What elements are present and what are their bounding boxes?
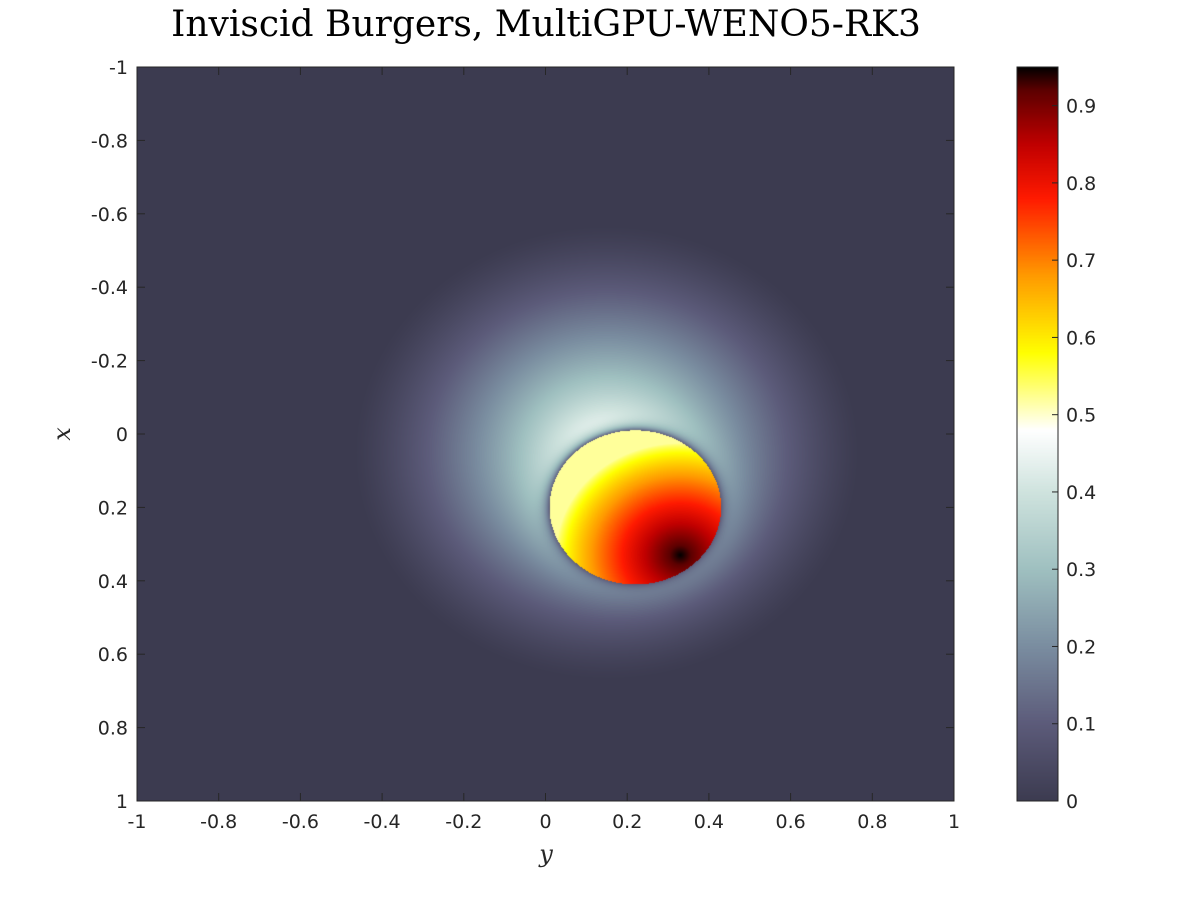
colorbar-tick-label: 0.4 <box>1066 482 1096 504</box>
y-tick-label: 0.8 <box>98 718 128 740</box>
x-tick-label: -0.2 <box>445 811 482 833</box>
x-tick-label: 0.4 <box>694 811 724 833</box>
colorbar-tick-label: 0.9 <box>1066 96 1096 118</box>
x-tick-label: 0.6 <box>775 811 805 833</box>
y-tick-label: -1 <box>109 57 128 79</box>
colorbar-tick-label: 0.6 <box>1066 327 1096 349</box>
colorbar-gradient <box>1017 67 1058 801</box>
x-axis-label: y <box>538 840 553 868</box>
y-tick-label: 0.6 <box>98 644 128 666</box>
y-tick-label: 0 <box>116 424 128 446</box>
colorbar-tick-label: 0.1 <box>1066 714 1096 736</box>
chart-title: Inviscid Burgers, MultiGPU-WENO5-RK3 <box>171 4 921 45</box>
x-tick-label: -1 <box>128 811 147 833</box>
y-tick-label: 1 <box>116 791 128 813</box>
x-tick-label: 0 <box>539 811 551 833</box>
x-tick-label: -0.4 <box>364 811 401 833</box>
x-tick-label: 1 <box>948 811 960 833</box>
colorbar-ticks: 0 0.1 0.2 0.3 0.4 0.5 0.6 0.7 0.8 0.9 <box>1052 96 1096 813</box>
y-axis-label: x <box>48 427 76 441</box>
y-tick-label: 0.4 <box>98 571 128 593</box>
colorbar-frame <box>1016 66 1059 802</box>
x-tick-label: -0.8 <box>200 811 237 833</box>
colorbar-tick-label: 0.8 <box>1066 173 1096 195</box>
y-tick-label: -0.8 <box>91 130 128 152</box>
colorbar-tick-label: 0 <box>1066 791 1078 813</box>
y-tick-label: -0.2 <box>91 351 128 373</box>
y-axis-ticks: -1 -0.8 -0.6 -0.4 -0.2 0 0.2 0.4 0.6 0.8 1 <box>91 57 954 813</box>
y-tick-label: -0.4 <box>91 277 128 299</box>
x-axis-ticks: -1 -0.8 -0.6 -0.4 -0.2 0 0.2 0.4 0.6 0.8 1 <box>128 67 960 833</box>
x-tick-label: 0.8 <box>857 811 887 833</box>
plot-frame <box>136 66 955 802</box>
colorbar-tick-label: 0.3 <box>1066 559 1096 581</box>
heatmap-image <box>137 67 954 801</box>
colorbar-tick-label: 0.7 <box>1066 250 1096 272</box>
y-tick-label: -0.6 <box>91 204 128 226</box>
colorbar-tick-label: 0.2 <box>1066 636 1096 658</box>
y-tick-label: 0.2 <box>98 497 128 519</box>
x-tick-label: -0.6 <box>282 811 319 833</box>
colorbar-tick-label: 0.5 <box>1066 405 1096 427</box>
x-tick-label: 0.2 <box>612 811 642 833</box>
